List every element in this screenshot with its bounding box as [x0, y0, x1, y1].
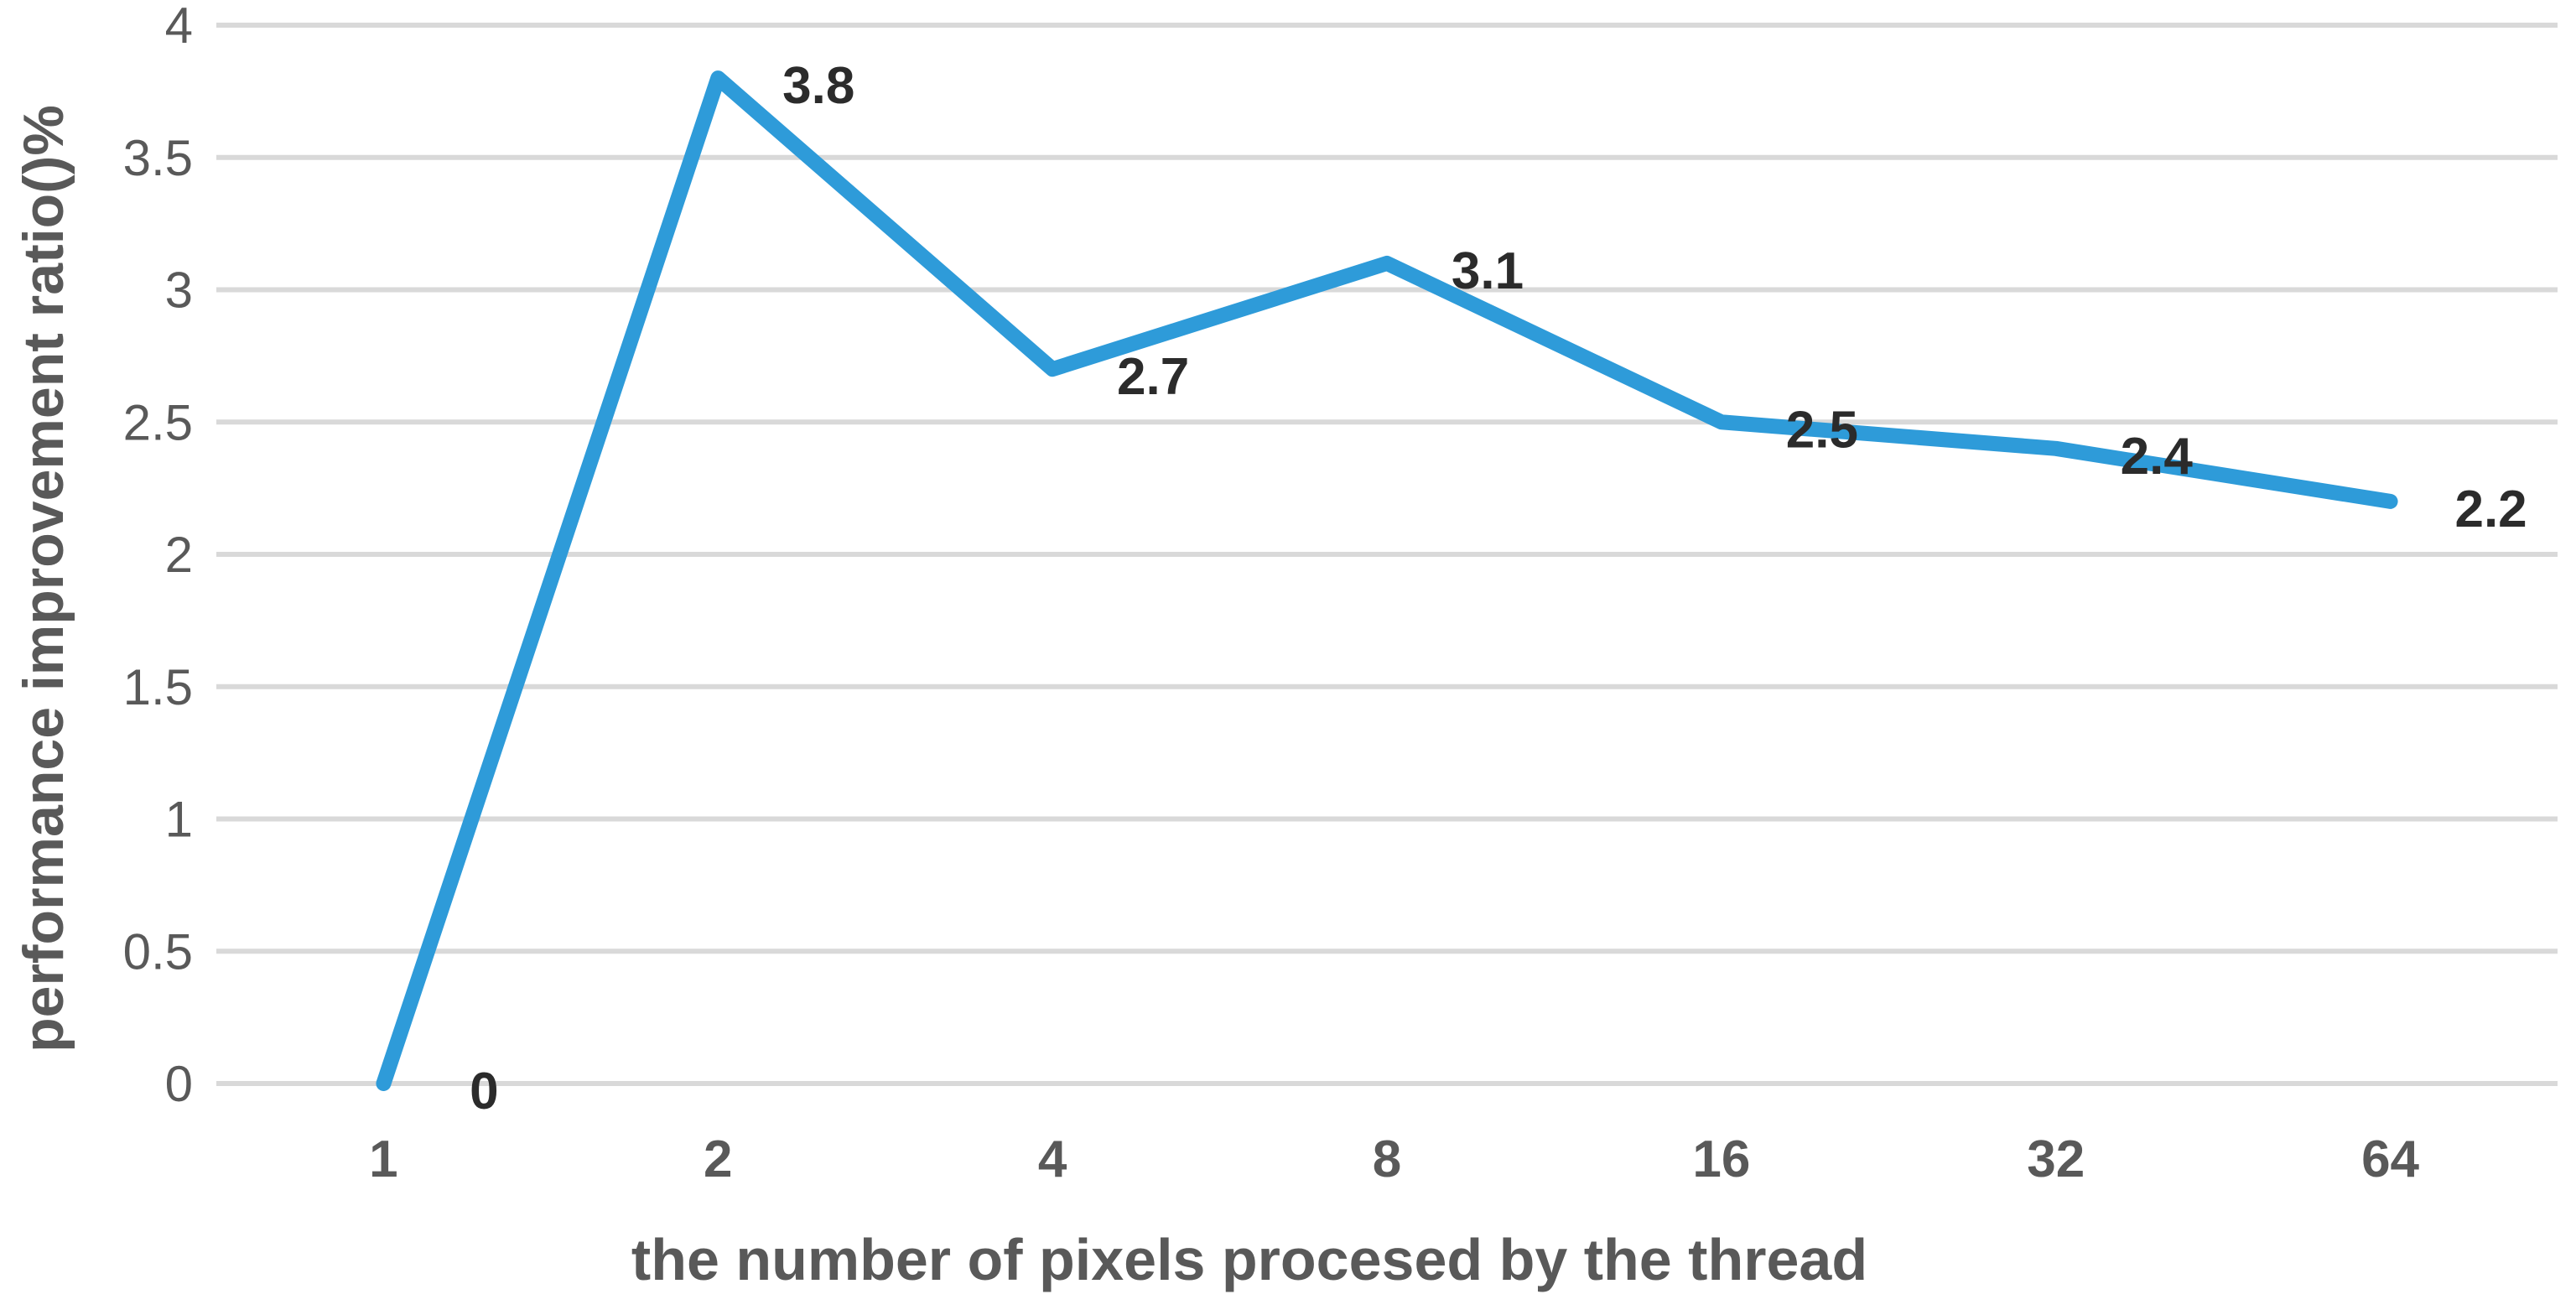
y-tick-label: 2: [165, 527, 193, 583]
x-tick-label: 32: [2027, 1130, 2085, 1188]
x-tick-label: 8: [1373, 1130, 1401, 1188]
y-tick-label: 4: [165, 0, 193, 54]
data-label: 2.2: [2454, 481, 2527, 538]
x-tick-label: 1: [369, 1130, 397, 1188]
y-tick-label: 0: [165, 1056, 193, 1112]
data-label: 0: [470, 1063, 498, 1120]
y-tick-label: 1: [165, 792, 193, 848]
x-tick-label: 16: [1692, 1130, 1750, 1188]
x-tick-label: 2: [704, 1130, 732, 1188]
data-label: 2.7: [1117, 348, 1189, 406]
data-label: 3.1: [1452, 242, 1524, 300]
x-axis-title: the number of pixels procesed by the thr…: [631, 1227, 1868, 1292]
data-label: 2.4: [2121, 428, 2194, 486]
x-tick-label: 4: [1038, 1130, 1067, 1188]
data-label: 3.8: [782, 57, 854, 115]
y-tick-label: 0.5: [123, 923, 193, 980]
y-tick-label: 3.5: [123, 130, 193, 186]
x-tick-label: 64: [2361, 1130, 2419, 1188]
series-line: [376, 70, 2398, 1091]
y-tick-label: 1.5: [123, 659, 193, 715]
y-tick-label: 3: [165, 262, 193, 319]
data-label: 2.5: [1786, 401, 1858, 459]
y-axis-title: performance improvement ratio()%: [12, 105, 75, 1053]
y-tick-label: 2.5: [123, 394, 193, 450]
